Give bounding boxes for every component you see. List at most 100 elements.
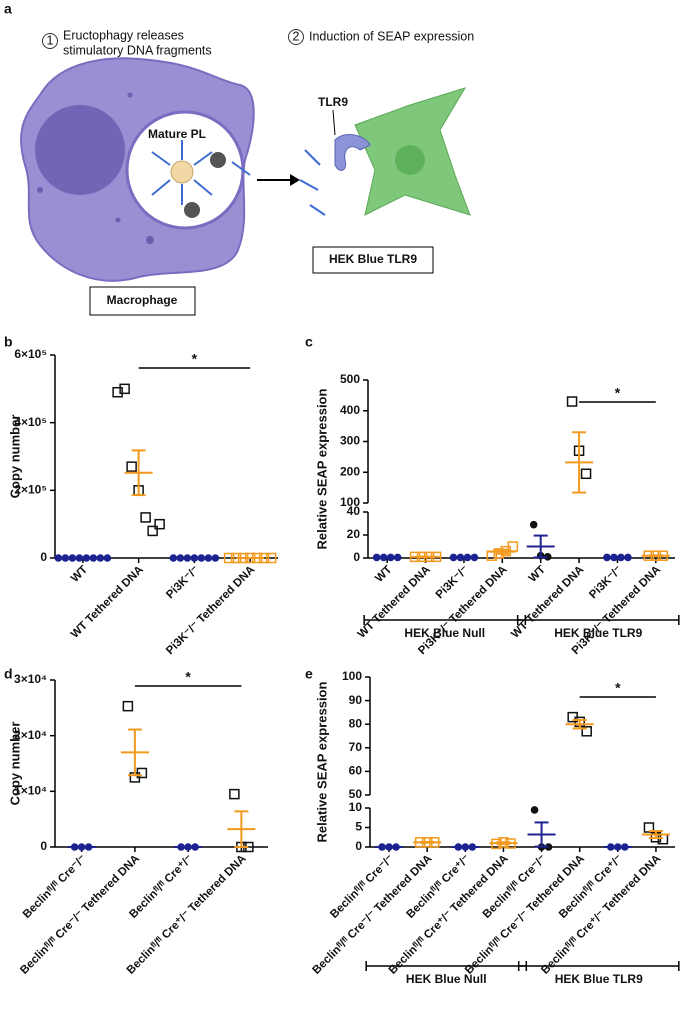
y-tick-label: 300 bbox=[340, 434, 360, 448]
data-point bbox=[122, 700, 134, 712]
panel-label: a bbox=[4, 1, 12, 17]
data-point bbox=[119, 383, 130, 395]
data-point bbox=[529, 520, 538, 529]
y-tick-label: 100 bbox=[342, 669, 362, 683]
y-tick-label: 5 bbox=[355, 820, 362, 834]
enzyme bbox=[184, 202, 200, 218]
y-tick-label: 20 bbox=[347, 527, 361, 541]
y-tick-label: 400 bbox=[340, 403, 360, 417]
step-number: 2 bbox=[293, 29, 300, 43]
x-tick-label: Pi3K⁻/⁻ bbox=[587, 564, 624, 601]
data-point bbox=[580, 468, 592, 480]
hek-nucleus bbox=[395, 145, 425, 175]
significance-label: * bbox=[615, 385, 621, 401]
data-point bbox=[223, 552, 235, 564]
data-point bbox=[140, 512, 151, 523]
data-point bbox=[96, 554, 105, 562]
macrophage-box bbox=[89, 286, 196, 316]
granule bbox=[115, 217, 121, 223]
step-circle bbox=[288, 29, 304, 45]
arrow-head bbox=[290, 174, 300, 186]
x-tick-label: WT bbox=[69, 564, 90, 585]
significance-label: * bbox=[615, 680, 621, 696]
y-tick-label: 500 bbox=[340, 372, 360, 386]
y-axis-label: Relative SEAP expression bbox=[314, 389, 329, 550]
y-tick-label: 80 bbox=[349, 716, 363, 730]
step-text: Induction of SEAP expression bbox=[309, 29, 474, 43]
bead bbox=[170, 160, 194, 184]
data-point bbox=[581, 726, 592, 737]
granule bbox=[37, 187, 43, 193]
y-tick-label: 4×10⁵ bbox=[14, 415, 47, 429]
data-point bbox=[147, 525, 158, 537]
x-tick-label: Beclinᶠˡ/ᶠˡ Cre⁺/⁻ Tethered DNA bbox=[125, 853, 249, 977]
data-point bbox=[211, 554, 220, 562]
enzyme bbox=[210, 152, 226, 168]
y-tick-label: 70 bbox=[349, 740, 363, 754]
step-text: stimulatory DNA fragments bbox=[63, 43, 212, 57]
y-tick-label: 200 bbox=[340, 464, 360, 478]
group-label: HEK Blue Null bbox=[406, 972, 487, 986]
dna-strands bbox=[151, 140, 326, 216]
x-tick-label: Pi3K⁻/⁻ bbox=[434, 564, 471, 601]
granule bbox=[146, 236, 154, 244]
y-tick-label: 90 bbox=[349, 693, 363, 707]
hek-label: HEK Blue TLR9 bbox=[329, 252, 417, 266]
data-point bbox=[136, 767, 148, 779]
data-point bbox=[229, 788, 240, 800]
data-point bbox=[530, 806, 539, 814]
tlr9-label: TLR9 bbox=[318, 95, 348, 109]
panel-label: b bbox=[4, 334, 13, 350]
data-point bbox=[112, 386, 123, 398]
y-tick-label: 1×10⁴ bbox=[14, 784, 47, 798]
macrophage-label: Macrophage bbox=[107, 293, 178, 307]
y-tick-label: 60 bbox=[349, 764, 363, 778]
group-label: HEK Blue Null bbox=[404, 626, 485, 640]
x-tick-label: WT bbox=[527, 564, 548, 585]
y-tick-label: 6×10⁵ bbox=[14, 347, 47, 361]
nucleus bbox=[35, 105, 125, 195]
group-label: HEK Blue TLR9 bbox=[554, 626, 642, 640]
y-tick-label: 0 bbox=[40, 550, 47, 564]
y-tick-label: 0 bbox=[355, 839, 362, 853]
x-tick-label: Beclinᶠˡ/ᶠˡ Cre⁻/⁻ Tethered DNA bbox=[18, 853, 142, 977]
y-axis-label: Relative SEAP expression bbox=[314, 682, 329, 843]
granule bbox=[127, 92, 133, 98]
y-tick-label: 40 bbox=[347, 504, 361, 518]
data-point bbox=[126, 461, 137, 472]
significance-label: * bbox=[185, 669, 191, 685]
x-tick-label: Beclinᶠˡ/ᶠˡ Cre⁻/⁻ bbox=[328, 853, 396, 921]
panel-label: c bbox=[305, 334, 313, 350]
group-label: HEK Blue TLR9 bbox=[555, 972, 643, 986]
data-point bbox=[169, 554, 178, 562]
panel-a: a 1 Eructophagy releases stimulatory DNA… bbox=[4, 1, 474, 316]
x-tick-label: WT bbox=[373, 564, 394, 585]
step-circle bbox=[42, 33, 58, 49]
y-tick-label: 2×10⁴ bbox=[14, 728, 47, 742]
y-axis-label: Copy number bbox=[7, 415, 22, 499]
panel-label: d bbox=[4, 666, 13, 682]
y-tick-label: 10 bbox=[349, 800, 363, 814]
tlr9-receptor bbox=[334, 134, 371, 171]
significance-label: * bbox=[192, 351, 198, 367]
data-point bbox=[54, 554, 63, 562]
data-point bbox=[566, 396, 578, 407]
data-point bbox=[103, 554, 112, 562]
y-axis-label: Copy number bbox=[7, 722, 22, 806]
y-tick-label: 0 bbox=[40, 839, 47, 853]
step-text: Eructophagy releases bbox=[63, 28, 184, 42]
data-point bbox=[265, 552, 277, 564]
y-tick-label: 0 bbox=[353, 550, 360, 564]
mature-pl-label: Mature PL bbox=[148, 127, 206, 141]
data-point bbox=[154, 518, 165, 530]
hek-box bbox=[312, 246, 434, 274]
x-tick-label: Pi3K⁻/⁻ bbox=[164, 564, 201, 601]
step-number: 1 bbox=[47, 33, 54, 47]
y-tick-label: 3×10⁴ bbox=[14, 672, 47, 686]
panel-label: e bbox=[305, 666, 313, 682]
y-tick-label: 100 bbox=[340, 495, 360, 509]
data-point bbox=[61, 554, 70, 562]
y-tick-label: 2×10⁵ bbox=[14, 483, 47, 497]
y-tick-label: 50 bbox=[349, 787, 363, 801]
